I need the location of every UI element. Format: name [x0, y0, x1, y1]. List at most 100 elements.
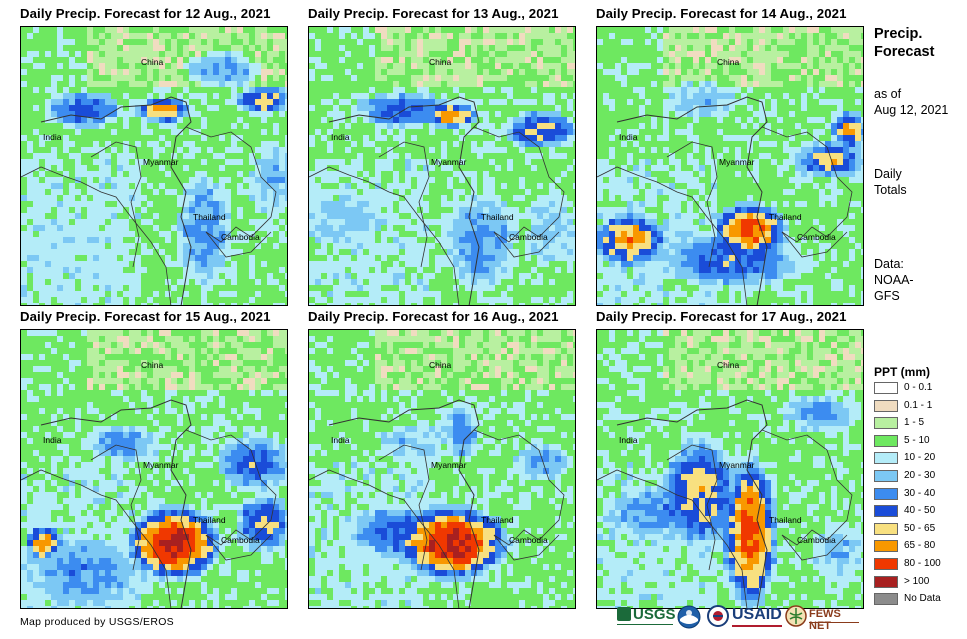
panel-title: Daily Precip. Forecast for 15 Aug., 2021: [20, 309, 271, 324]
legend-label: 20 - 30: [904, 470, 936, 481]
usgs-logo: USGS: [617, 605, 676, 631]
place-label-cambodia: Cambodia: [221, 232, 260, 242]
precip-map: China India Myanmar Thailand Cambodia: [20, 329, 288, 609]
place-label-cambodia: Cambodia: [509, 535, 548, 545]
precip-map: China India Myanmar Thailand Cambodia: [596, 26, 864, 306]
place-label-myanmar: Myanmar: [719, 460, 755, 470]
panel-title: Daily Precip. Forecast for 12 Aug., 2021: [20, 6, 271, 21]
forecast-panel-5: Daily Precip. Forecast for 16 Aug., 2021…: [308, 309, 578, 611]
legend-swatch: [874, 593, 898, 606]
forecast-panel-1: Daily Precip. Forecast for 12 Aug., 2021…: [20, 6, 290, 308]
sidebar-asof: as of Aug 12, 2021: [874, 86, 948, 118]
legend-label: 80 - 100: [904, 558, 941, 569]
legend-title: PPT (mm): [874, 365, 931, 379]
legend-swatch: [874, 558, 898, 570]
precip-raster: [309, 330, 575, 608]
precip-raster: [309, 27, 575, 305]
precip-raster: [21, 330, 287, 608]
place-label-cambodia: Cambodia: [797, 232, 836, 242]
place-label-thailand: Thailand: [193, 515, 226, 525]
precip-raster: [21, 27, 287, 305]
place-label-myanmar: Myanmar: [719, 157, 755, 167]
panel-title: Daily Precip. Forecast for 17 Aug., 2021: [596, 309, 847, 324]
legend-swatch: [874, 505, 898, 518]
legend-swatch: [874, 417, 898, 430]
precip-map: China India Myanmar Thailand Cambodia: [308, 329, 576, 609]
sidebar-data-line2: NOAA-: [874, 273, 914, 287]
place-label-myanmar: Myanmar: [143, 157, 179, 167]
legend-swatch: [874, 434, 898, 447]
place-label-china: China: [717, 360, 740, 370]
place-label-india: India: [331, 435, 350, 445]
place-label-thailand: Thailand: [769, 212, 802, 222]
place-label-thailand: Thailand: [193, 212, 226, 222]
forecast-panel-3: Daily Precip. Forecast for 14 Aug., 2021…: [596, 6, 866, 308]
sidebar-totals-line1: Daily: [874, 167, 902, 181]
forecast-panel-4: Daily Precip. Forecast for 15 Aug., 2021…: [20, 309, 290, 611]
place-label-myanmar: Myanmar: [431, 157, 467, 167]
usgs-logo-text: USGS: [633, 606, 676, 623]
place-label-china: China: [717, 57, 740, 67]
panel-title: Daily Precip. Forecast for 16 Aug., 2021: [308, 309, 559, 324]
precip-raster: [597, 27, 863, 305]
sidebar-asof-line1: as of: [874, 87, 902, 101]
usaid-logo: USAID: [732, 605, 782, 631]
sidebar-totals: Daily Totals: [874, 166, 907, 198]
legend-swatch: [874, 540, 898, 553]
place-label-india: India: [43, 435, 62, 445]
forecast-panel-6: Daily Precip. Forecast for 17 Aug., 2021…: [596, 309, 866, 611]
legend-label: > 100: [904, 575, 930, 587]
place-label-myanmar: Myanmar: [431, 460, 467, 470]
place-label-myanmar: Myanmar: [143, 460, 179, 470]
legend-swatch: [874, 452, 898, 465]
usaid-logo-text: USAID: [732, 606, 782, 623]
legend-swatch: [874, 382, 898, 394]
legend-swatch: [874, 470, 898, 482]
legend-swatch: [874, 522, 898, 535]
legend-label: 0.1 - 1: [904, 399, 933, 411]
place-label-india: India: [619, 435, 638, 445]
sidebar-data-source: Data: NOAA- GFS: [874, 256, 914, 304]
panel-title: Daily Precip. Forecast for 13 Aug., 2021: [308, 6, 559, 21]
legend-label: 40 - 50: [904, 505, 936, 517]
usaid-seal-logo: [707, 605, 729, 627]
legend-label: 5 - 10: [904, 434, 930, 446]
legend-label: 50 - 65: [904, 522, 936, 534]
map-credit: Map produced by USGS/EROS: [20, 616, 174, 628]
place-label-china: China: [141, 57, 164, 67]
precip-map: China India Myanmar Thailand Cambodia: [596, 329, 864, 609]
noaa-logo: [677, 605, 701, 629]
legend-label: 10 - 20: [904, 452, 936, 464]
legend-swatch: [874, 575, 898, 588]
legend-label: 65 - 80: [904, 540, 936, 552]
place-label-thailand: Thailand: [481, 515, 514, 525]
legend-swatch: [874, 487, 898, 500]
sidebar-asof-line2: Aug 12, 2021: [874, 103, 949, 117]
place-label-china: China: [429, 360, 452, 370]
fewsnet-logo-text: FEWS NET: [809, 608, 841, 632]
place-label-cambodia: Cambodia: [221, 535, 260, 545]
sidebar-title-line2: Forecast: [874, 44, 935, 60]
panel-title: Daily Precip. Forecast for 14 Aug., 2021: [596, 6, 847, 21]
place-label-thailand: Thailand: [481, 212, 514, 222]
place-label-india: India: [43, 132, 62, 142]
forecast-panel-2: Daily Precip. Forecast for 13 Aug., 2021…: [308, 6, 578, 308]
place-label-china: China: [141, 360, 164, 370]
legend-label: 0 - 0.1: [904, 382, 933, 393]
precip-map: China India Myanmar Thailand Cambodia: [308, 26, 576, 306]
sidebar-totals-line2: Totals: [874, 183, 907, 197]
legend-swatch: [874, 399, 898, 412]
sidebar-title-line1: Precip.: [874, 26, 923, 42]
legend-label: No Data: [904, 593, 941, 605]
sidebar-data-line1: Data:: [874, 257, 904, 271]
sidebar-data-line3: GFS: [874, 289, 900, 303]
place-label-india: India: [331, 132, 350, 142]
place-label-india: India: [619, 132, 638, 142]
place-label-china: China: [429, 57, 452, 67]
precip-raster: [597, 330, 863, 608]
place-label-cambodia: Cambodia: [509, 232, 548, 242]
fewsnet-logo: FEWS NET: [785, 605, 863, 632]
place-label-thailand: Thailand: [769, 515, 802, 525]
precip-map: China India Myanmar Thailand Cambodia: [20, 26, 288, 306]
legend-label: 30 - 40: [904, 487, 936, 499]
